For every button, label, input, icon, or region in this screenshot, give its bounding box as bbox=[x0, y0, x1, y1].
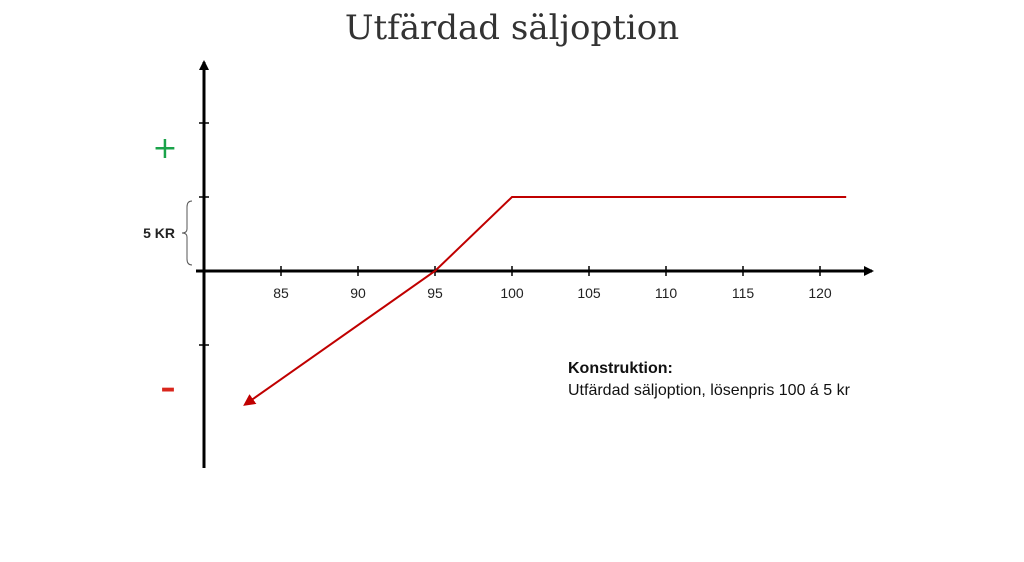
x-tick-label: 115 bbox=[732, 285, 755, 301]
x-tick-label: 100 bbox=[500, 285, 524, 301]
brace-label: 5 KR bbox=[143, 225, 175, 241]
construction-note: Konstruktion: Utfärdad säljoption, lösen… bbox=[568, 358, 850, 402]
x-tick-label: 85 bbox=[273, 285, 289, 301]
minus-sign: – bbox=[161, 371, 176, 406]
construction-text: Utfärdad säljoption, lösenpris 100 á 5 k… bbox=[568, 380, 850, 402]
x-tick-label: 120 bbox=[808, 285, 832, 301]
x-tick-label: 95 bbox=[427, 285, 443, 301]
brace-5kr bbox=[182, 201, 192, 265]
x-tick-label: 110 bbox=[655, 285, 678, 301]
x-tick-label: 90 bbox=[350, 285, 366, 301]
plus-sign: + bbox=[152, 131, 177, 166]
x-tick-label: 105 bbox=[577, 285, 601, 301]
construction-heading: Konstruktion: bbox=[568, 358, 850, 380]
